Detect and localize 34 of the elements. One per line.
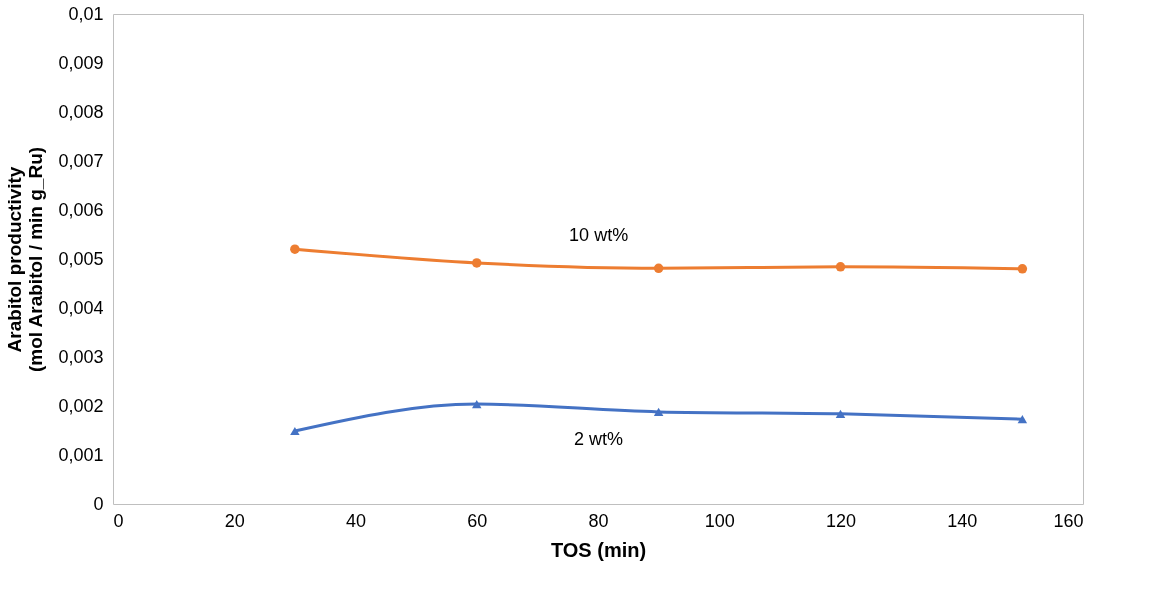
series-label: 2 wt% — [574, 428, 624, 449]
x-tick-label: 20 — [224, 510, 245, 531]
x-tick-label: 0 — [113, 510, 124, 531]
point — [653, 407, 664, 416]
y-tick-label: 0,004 — [58, 297, 104, 318]
point — [290, 244, 300, 254]
x-tick-label: 80 — [588, 510, 609, 531]
point — [835, 262, 846, 272]
point — [472, 399, 482, 409]
x-axis-title: TOS (min) — [550, 538, 647, 561]
x-tick-label: 140 — [947, 510, 978, 531]
point — [1017, 415, 1028, 424]
x-tick-label: 100 — [704, 510, 735, 531]
x-tick-label: 120 — [825, 510, 857, 531]
y-tick-label: 0,003 — [58, 346, 104, 367]
y-tick-label: 0,001 — [58, 444, 104, 465]
y-tick-label: 0,008 — [58, 101, 104, 122]
y-tick-label: 0,009 — [58, 52, 104, 73]
point — [835, 409, 846, 418]
x-tick-label: 60 — [467, 510, 488, 531]
point — [653, 263, 664, 274]
y-tick-label: 0,002 — [58, 395, 104, 416]
x-tick-label: 40 — [345, 510, 367, 531]
series-label: 10 wt% — [569, 225, 629, 246]
y-tick-label: 0,007 — [58, 150, 104, 171]
y-tick-label: 0 — [93, 493, 104, 514]
y-axis-title: Arabitol productivity (mol Arabitol / min g_Ru) — [4, 146, 47, 373]
y-tick-label: 0,006 — [58, 199, 104, 220]
point — [290, 426, 300, 436]
point — [472, 258, 482, 268]
point — [1017, 264, 1028, 274]
x-tick-label: 160 — [1053, 510, 1084, 531]
y-tick-label: 0,01 — [68, 3, 104, 24]
y-tick-label: 0,005 — [58, 248, 104, 269]
